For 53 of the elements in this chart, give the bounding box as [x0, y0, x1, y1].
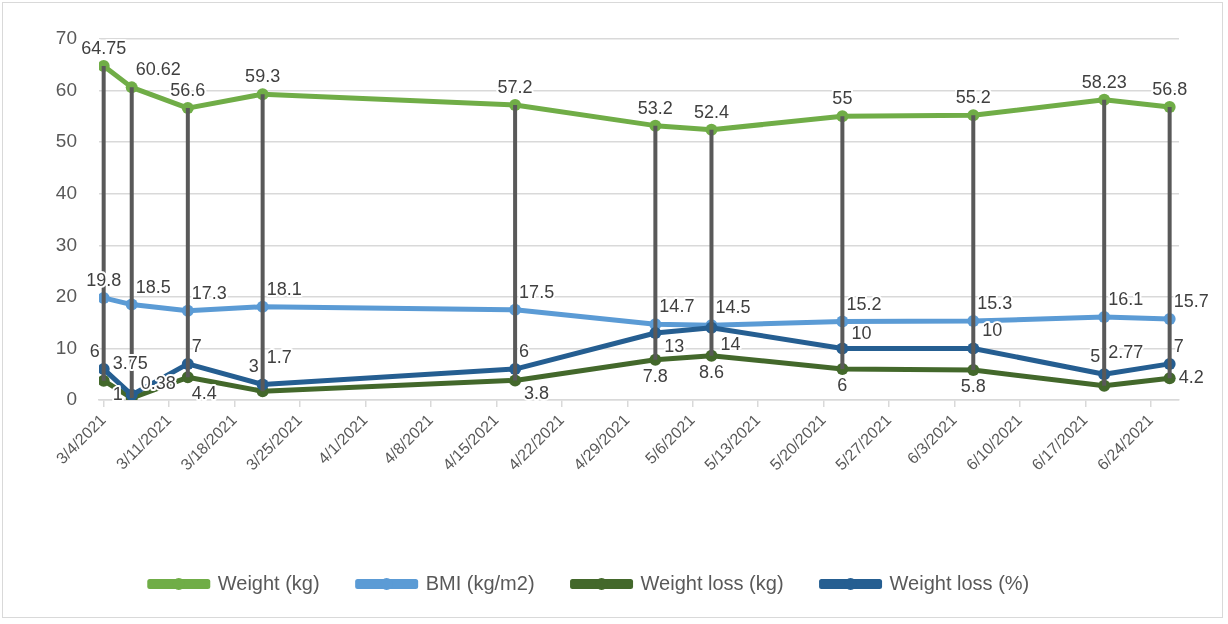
- data-label: 55.2: [955, 87, 991, 108]
- data-label: 13: [664, 335, 685, 356]
- data-label: 15.7: [1173, 291, 1209, 311]
- legend-label: Weight (kg): [217, 571, 320, 594]
- data-label: 53.2: [637, 97, 673, 118]
- data-label: 10: [851, 323, 872, 344]
- data-label: 4.2: [1178, 367, 1204, 388]
- data-label: 17.5: [519, 281, 555, 302]
- data-label: 15.3: [977, 293, 1013, 314]
- legend-label: BMI (kg/m2): [425, 571, 535, 594]
- data-label: 2.77: [1108, 341, 1144, 362]
- data-label: 6: [89, 341, 100, 362]
- data-label: 58.23: [1081, 71, 1127, 92]
- data-label: 8.6: [698, 361, 724, 382]
- data-label: 6: [519, 341, 530, 362]
- data-label: 4.4: [191, 383, 217, 404]
- legend-label: Weight loss (kg): [640, 571, 784, 594]
- data-label: 64.75: [81, 38, 127, 59]
- y-tick-label: 0: [66, 388, 77, 410]
- data-label: 3.8: [524, 383, 550, 404]
- y-tick-label: 10: [55, 336, 77, 358]
- data-label: 18.5: [135, 276, 171, 297]
- data-label: 7.8: [642, 365, 668, 386]
- data-label: 1.7: [266, 347, 292, 368]
- data-label: 5: [1090, 346, 1101, 367]
- data-label: 0.38: [140, 373, 176, 394]
- data-label: 6: [837, 375, 848, 396]
- data-label: 5.8: [960, 376, 986, 397]
- data-label: 17.3: [191, 282, 227, 303]
- data-label: 60.62: [135, 59, 181, 80]
- y-tick-label: 30: [55, 233, 77, 255]
- data-label: 10: [982, 320, 1003, 341]
- data-label: 14.7: [659, 296, 695, 317]
- y-tick-label: 70: [55, 27, 77, 49]
- data-label: 59.3: [245, 66, 281, 87]
- data-label: 55: [832, 88, 853, 109]
- data-label: 7: [1173, 335, 1184, 356]
- data-label: 14: [720, 333, 741, 354]
- data-label: 56.8: [1152, 79, 1188, 100]
- data-label: 16.1: [1108, 288, 1144, 309]
- data-label: 57.2: [497, 76, 533, 97]
- y-tick-label: 40: [55, 181, 77, 203]
- data-label: 3: [248, 356, 259, 377]
- data-label: 7: [191, 335, 202, 356]
- y-tick-label: 50: [55, 130, 77, 152]
- data-label: 52.4: [693, 101, 729, 122]
- y-tick-label: 60: [55, 78, 77, 100]
- y-tick-label: 20: [55, 285, 77, 307]
- data-label: 14.5: [715, 297, 751, 318]
- data-label: 15.2: [846, 293, 882, 314]
- data-label: 56.6: [170, 80, 206, 101]
- data-label: 18.1: [266, 278, 302, 299]
- legend-label: Weight loss (%): [889, 571, 1030, 594]
